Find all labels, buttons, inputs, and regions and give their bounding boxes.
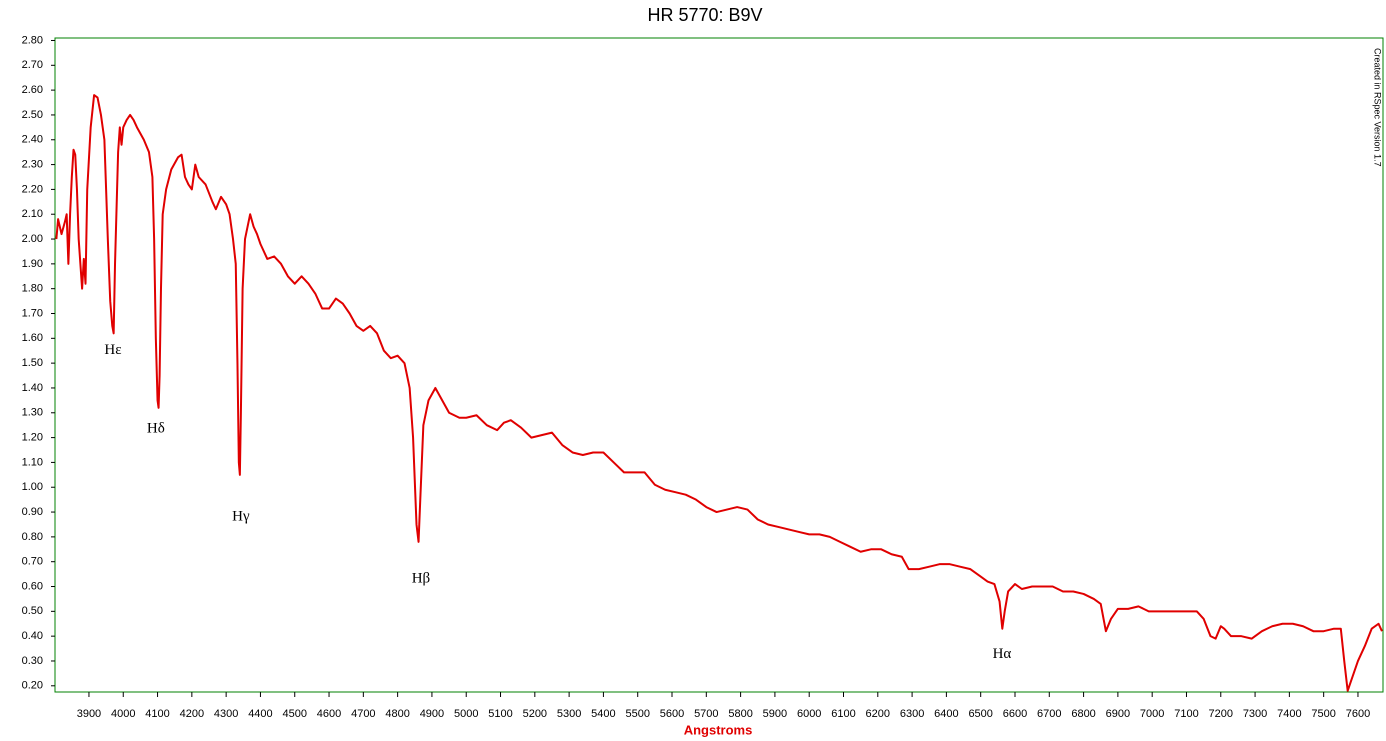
x-axis-label: Angstroms xyxy=(684,722,753,737)
y-tick-label: 1.90 xyxy=(22,258,43,270)
x-tick-label: 4100 xyxy=(145,708,169,720)
y-tick-label: 1.40 xyxy=(22,382,43,394)
x-tick-label: 4300 xyxy=(214,708,238,720)
x-tick-label: 5900 xyxy=(763,708,787,720)
line-annotation: Hβ xyxy=(412,571,430,587)
y-tick-label: 2.20 xyxy=(22,183,43,195)
x-tick-label: 7000 xyxy=(1140,708,1164,720)
x-tick-label: 6100 xyxy=(831,708,855,720)
x-tick-label: 7100 xyxy=(1174,708,1198,720)
plot-frame xyxy=(54,37,1384,693)
x-tick-label: 5600 xyxy=(660,708,684,720)
y-tick-label: 0.70 xyxy=(22,556,43,568)
credit: Created in RSpec Version 1.7 xyxy=(1373,48,1383,167)
line-annotation: Hδ xyxy=(147,420,165,436)
x-tick-label: 4600 xyxy=(317,708,341,720)
y-tick-label: 1.70 xyxy=(22,307,43,319)
x-tick-label: 5800 xyxy=(728,708,752,720)
y-tick-label: 2.30 xyxy=(22,158,43,170)
x-tick-label: 4200 xyxy=(180,708,204,720)
y-tick-label: 0.50 xyxy=(22,605,43,617)
x-tick-label: 5300 xyxy=(557,708,581,720)
x-tick-label: 4900 xyxy=(420,708,444,720)
x-tick-label: 7300 xyxy=(1243,708,1267,720)
x-tick-label: 5700 xyxy=(694,708,718,720)
line-annotation: Hα xyxy=(993,646,1012,662)
y-tick-label: 2.80 xyxy=(22,34,43,46)
x-tick-label: 6400 xyxy=(934,708,958,720)
x-tick-label: 5100 xyxy=(488,708,512,720)
x-tick-label: 7600 xyxy=(1346,708,1370,720)
x-tick-label: 4500 xyxy=(282,708,306,720)
x-tick-label: 5500 xyxy=(625,708,649,720)
x-tick-label: 6000 xyxy=(797,708,821,720)
y-tick-label: 1.80 xyxy=(22,283,43,295)
x-tick-label: 6600 xyxy=(1003,708,1027,720)
y-tick-label: 1.10 xyxy=(22,456,43,468)
y-tick-label: 2.60 xyxy=(22,84,43,96)
x-tick-label: 6300 xyxy=(900,708,924,720)
x-tick-label: 4000 xyxy=(111,708,135,720)
y-tick-label: 1.60 xyxy=(22,332,43,344)
y-tick-label: 1.50 xyxy=(22,357,43,369)
x-tick-label: 7200 xyxy=(1209,708,1233,720)
y-tick-label: 2.50 xyxy=(22,109,43,121)
y-tick-label: 2.00 xyxy=(22,233,43,245)
x-tick-label: 4800 xyxy=(385,708,409,720)
x-tick-label: 7500 xyxy=(1311,708,1335,720)
x-tick-label: 3900 xyxy=(77,708,101,720)
x-tick-label: 4700 xyxy=(351,708,375,720)
x-tick-label: 5000 xyxy=(454,708,478,720)
x-tick-label: 4400 xyxy=(248,708,272,720)
y-tick-label: 1.20 xyxy=(22,432,43,444)
x-tick-label: 7400 xyxy=(1277,708,1301,720)
spectrum-line xyxy=(55,94,1383,692)
x-tick-label: 6800 xyxy=(1071,708,1095,720)
y-tick-label: 2.10 xyxy=(22,208,43,220)
y-tick-label: 1.30 xyxy=(22,407,43,419)
y-tick-label: 1.00 xyxy=(22,481,43,493)
y-tick-label: 2.40 xyxy=(22,134,43,146)
x-tick-label: 6200 xyxy=(866,708,890,720)
x-tick-label: 5400 xyxy=(591,708,615,720)
y-tick-label: 0.90 xyxy=(22,506,43,518)
line-annotation: Hε xyxy=(104,342,121,358)
line-annotation: Hγ xyxy=(232,508,250,524)
y-tick-label: 0.80 xyxy=(22,531,43,543)
x-tick-label: 5200 xyxy=(523,708,547,720)
x-tick-label: 6700 xyxy=(1037,708,1061,720)
y-tick-label: 0.20 xyxy=(22,680,43,692)
x-tick-label: 6900 xyxy=(1106,708,1130,720)
y-tick-label: 0.60 xyxy=(22,580,43,592)
y-tick-label: 0.30 xyxy=(22,655,43,667)
x-tick-label: 6500 xyxy=(968,708,992,720)
chart-title: HR 5770: B9V xyxy=(647,5,762,25)
y-tick-label: 2.70 xyxy=(22,59,43,71)
y-tick-label: 0.40 xyxy=(22,630,43,642)
